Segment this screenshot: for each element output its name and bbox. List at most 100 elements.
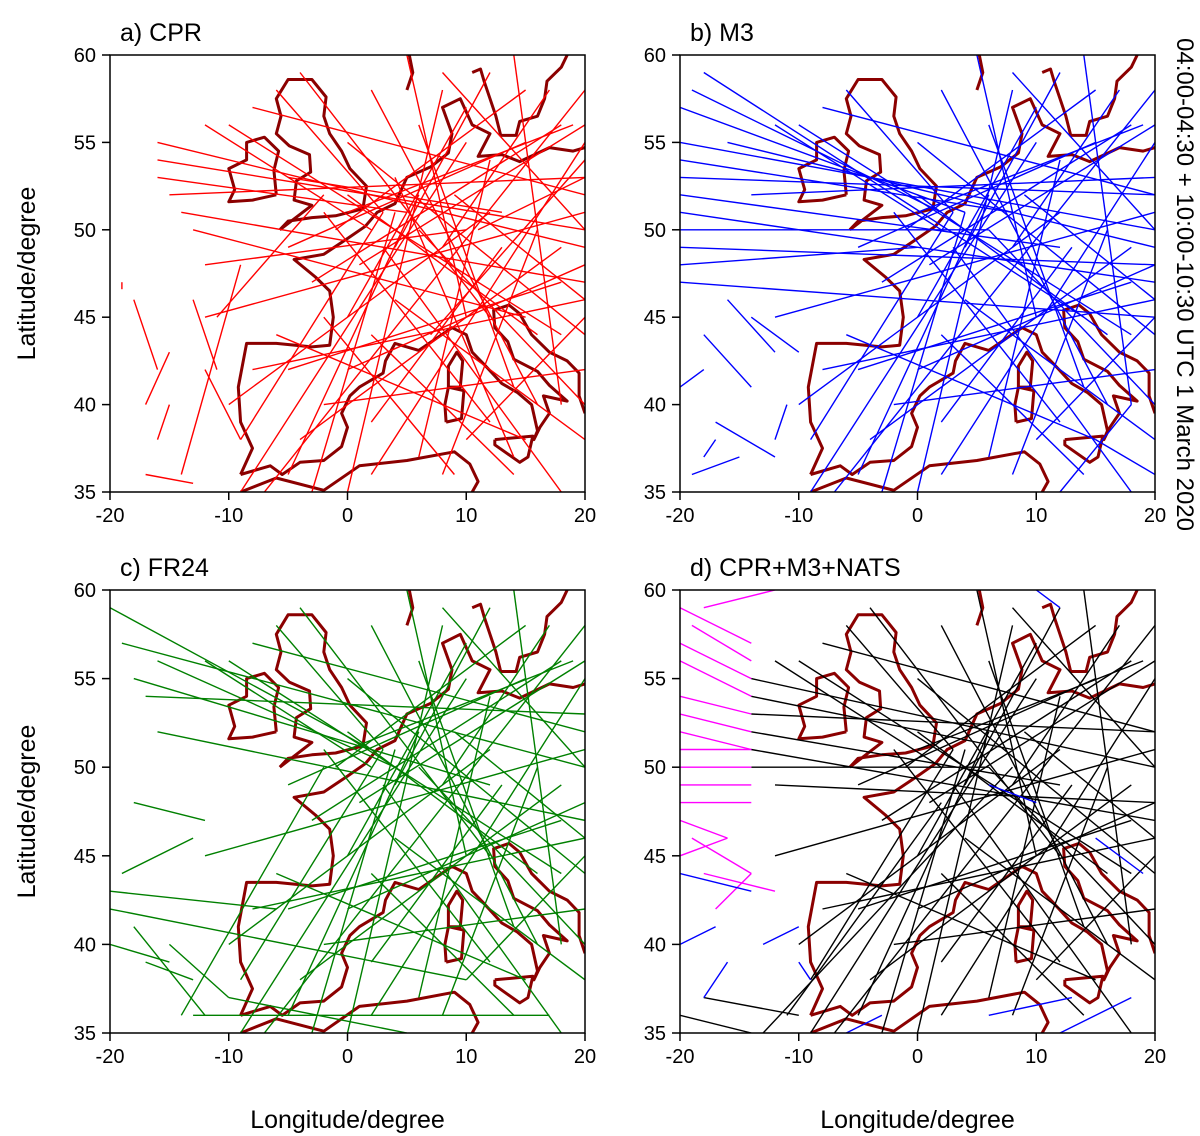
coastline [810, 841, 1155, 1017]
plot-area [680, 55, 1155, 492]
flight-track [240, 678, 467, 1033]
flight-track [774, 124, 942, 231]
coastline [810, 990, 1050, 1033]
x-tick-label: 20 [1144, 505, 1166, 527]
x-tick-label: 10 [455, 505, 477, 527]
flight-track [845, 1014, 883, 1033]
flight-track [156, 404, 171, 440]
flight-track [703, 71, 1085, 318]
flight-track [370, 246, 503, 423]
flight-track [335, 89, 527, 231]
flight-track [905, 624, 1097, 768]
coastline [1041, 590, 1139, 673]
x-axis-label: Longitude/degree [250, 1106, 445, 1134]
flight-track [1095, 837, 1144, 875]
flight-track [240, 211, 384, 440]
flight-track [323, 368, 585, 406]
flight-track [810, 211, 954, 440]
y-tick-label: 50 [644, 220, 666, 242]
y-tick-label: 35 [74, 482, 96, 504]
flight-track [680, 281, 1155, 318]
flight-track [181, 211, 585, 283]
plot-area [110, 590, 585, 1033]
flight-track [940, 873, 1085, 1016]
flight-track [680, 872, 752, 892]
flight-track [916, 642, 1037, 857]
flight-track [703, 872, 776, 892]
flight-track [370, 873, 515, 1016]
flight-track [881, 124, 1132, 283]
flight-track [323, 908, 585, 946]
flight-track [287, 677, 526, 786]
x-tick-label: -20 [96, 505, 125, 527]
panel-c: -20 -10 0 10 20 35 40 45 50 55 60 c) FR24 Latitude/d… [13, 554, 596, 1134]
flight-track [441, 229, 539, 475]
x-tick-label: 10 [1025, 505, 1047, 527]
flight-track [370, 89, 539, 405]
flight-track [680, 1014, 752, 1033]
flight-track [715, 421, 776, 458]
y-tick-label: 60 [644, 45, 666, 67]
flight-track [394, 177, 515, 458]
flight-track [988, 766, 1155, 945]
flight-track [287, 819, 562, 910]
flight-track [988, 996, 1073, 1016]
coastline [806, 632, 1155, 1016]
series-0 [110, 590, 585, 1033]
flight-track [347, 194, 538, 336]
flight-track [680, 731, 752, 751]
y-tick-label: 50 [74, 757, 96, 779]
y-tick-label: 55 [644, 669, 666, 691]
flight-track [441, 89, 550, 248]
panel-b: -20 -10 0 10 20 35 40 45 50 55 60 b) M3 [644, 19, 1166, 527]
coastline [844, 78, 938, 231]
flight-track [762, 926, 800, 946]
flight-track [881, 660, 1132, 821]
flight-track [252, 837, 585, 910]
panel-a: -20 -10 0 10 20 35 40 45 50 55 60 a) CPR Latitude/de… [13, 19, 596, 527]
x-tick-label: -10 [784, 1046, 813, 1068]
y-tick-label: 35 [644, 482, 666, 504]
coastline [844, 613, 938, 769]
flight-track [810, 749, 954, 981]
flight-track [1011, 766, 1109, 1016]
x-tick-label: 10 [1025, 1046, 1047, 1068]
flight-track [680, 819, 728, 839]
flight-track [228, 211, 491, 406]
flight-track [287, 176, 503, 213]
coastline [240, 990, 480, 1033]
flight-track [204, 369, 242, 440]
flight-track [192, 299, 218, 370]
panel-title: a) CPR [120, 19, 202, 47]
x-axis-label: Longitude/degree [820, 1106, 1015, 1134]
flight-track [430, 159, 585, 336]
flight-track [1011, 229, 1109, 475]
time-window-note: 04:00-04:30 + 10:00-10:30 UTC 1 March 20… [1171, 38, 1198, 531]
flight-track [691, 456, 740, 476]
flight-track [1023, 731, 1155, 839]
flight-track [346, 642, 467, 857]
flight-track [846, 872, 1096, 981]
flight-track [715, 873, 752, 910]
flight-track [680, 607, 752, 644]
flight-track [216, 194, 325, 318]
y-tick-label: 40 [74, 934, 96, 956]
x-tick-label: -20 [666, 505, 695, 527]
y-tick-label: 40 [74, 395, 96, 417]
y-tick-label: 45 [644, 846, 666, 868]
flight-track [940, 334, 1085, 475]
flight-track [145, 473, 194, 484]
flight-track [680, 926, 716, 946]
flight-track [964, 72, 1061, 248]
panel-title: c) FR24 [120, 554, 209, 582]
flight-track [240, 749, 384, 981]
flight-track [1059, 404, 1132, 492]
flight-track [1035, 316, 1155, 441]
flight-track [110, 607, 372, 751]
flight-track [893, 211, 1061, 423]
flight-track [110, 908, 467, 981]
y-tick-label: 55 [74, 132, 96, 154]
flight-track [144, 351, 171, 405]
flight-track [988, 696, 1061, 998]
flight-track [976, 55, 1037, 318]
